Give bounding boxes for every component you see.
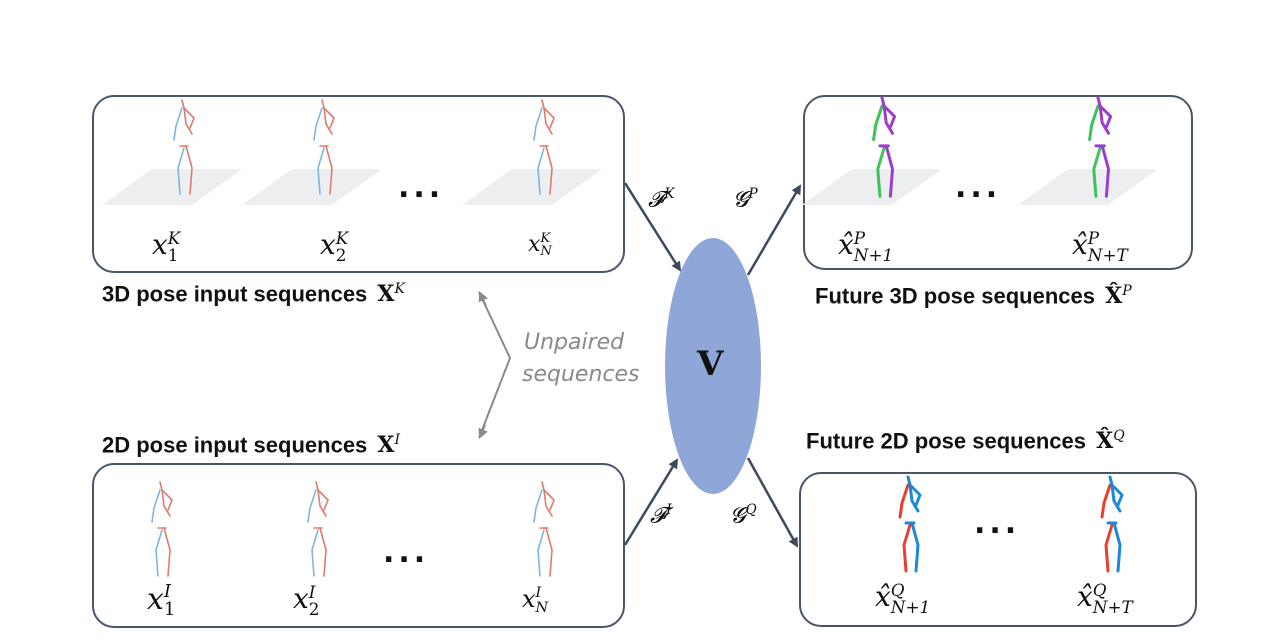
skeleton-2d-input-2	[307, 481, 329, 577]
unpaired-sequences-note: Unpaired sequences	[522, 327, 639, 391]
ellipsis-2d-future: ...	[974, 506, 1021, 541]
floor-planes	[102, 169, 1158, 205]
frame-label-future2d-first: x̂ Q N+1	[875, 579, 931, 617]
arrow-gq	[746, 457, 799, 548]
input-2d-box	[92, 463, 625, 628]
floor-3d-future-1	[802, 169, 942, 205]
skeleton-2d-future-1	[898, 475, 922, 573]
mapping-label-fi: 𝓕I	[650, 502, 672, 529]
skeleton-3d-input-2	[313, 99, 335, 195]
caption-2d-input: 2D pose input sequences XI	[102, 432, 401, 459]
skeleton-3d-future-1	[872, 96, 897, 198]
floor-3d-input-1	[102, 169, 242, 205]
ellipsis-3d-future: ...	[955, 170, 1002, 205]
arrow-fk	[623, 182, 682, 272]
frame-label-future3d-first: x̂ P N+1	[838, 227, 894, 265]
unpaired-note-line-1: Unpaired	[524, 330, 625, 355]
skeleton-figures	[151, 96, 1124, 577]
frame-label-future3d-last: x̂ P N+T	[1072, 227, 1128, 265]
skeleton-2d-future-2	[1100, 475, 1124, 573]
unpaired-note-line-2: sequences	[522, 362, 640, 387]
future-2d-box	[799, 472, 1197, 627]
ellipsis-3d-input: ...	[398, 170, 445, 205]
floor-3d-input-2	[242, 169, 382, 205]
mapping-label-gp: 𝓖P	[733, 186, 758, 213]
skeleton-2d-input-3	[533, 481, 555, 577]
caption-3d-future: Future 3D pose sequences X̂P	[815, 283, 1132, 310]
caption-3d-input: 3D pose input sequences XK	[102, 281, 405, 308]
skeleton-2d-input-1	[151, 481, 173, 577]
floor-3d-input-3	[462, 169, 602, 205]
unpaired-arrowhead-bottom	[478, 424, 488, 439]
ellipsis-2d-input: ...	[383, 535, 430, 570]
unpaired-arrow	[478, 291, 512, 439]
latent-space-label: V	[697, 344, 724, 384]
skeleton-3d-input-1	[173, 99, 195, 195]
skeleton-3d-input-3	[533, 99, 555, 195]
frame-label-future2d-last: x̂ Q N+T	[1077, 579, 1133, 617]
mapping-label-gq: 𝓖Q	[730, 502, 757, 529]
latent-space-ellipse	[665, 238, 761, 494]
floor-3d-future-2	[1018, 169, 1158, 205]
unpaired-arrowhead-top	[478, 291, 488, 307]
mapping-label-fk: 𝓕K	[648, 186, 675, 213]
skeleton-3d-future-2	[1088, 96, 1113, 198]
arrow-gp	[746, 184, 802, 276]
arrow-fi	[623, 458, 679, 546]
caption-2d-future: Future 2D pose sequences X̂Q	[806, 428, 1125, 455]
